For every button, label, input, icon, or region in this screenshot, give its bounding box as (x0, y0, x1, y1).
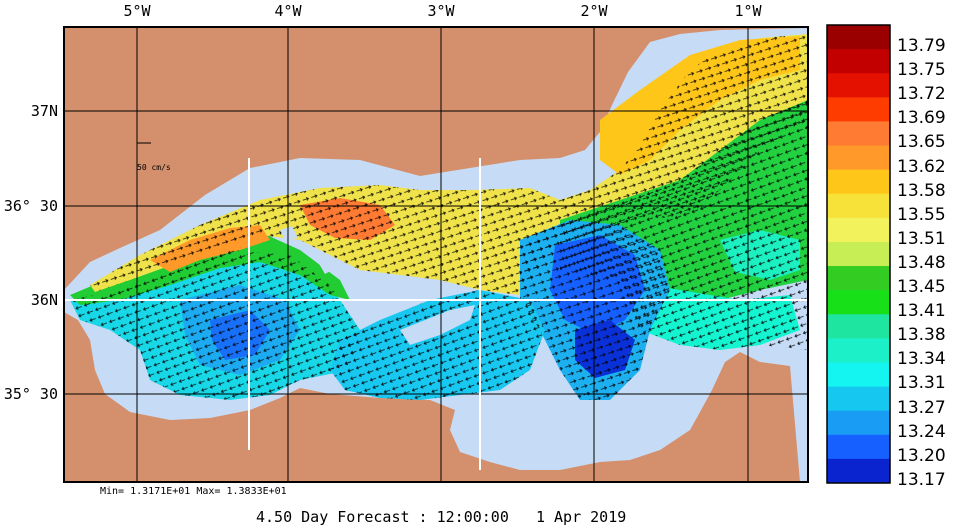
legend-value: 13.48 (897, 252, 946, 273)
left-axis: 37N 36° 30 36N 35° 30 (4, 102, 58, 403)
stats-line: Min= 1.3171E+01 Max= 1.3833E+01 (100, 486, 287, 497)
legend-swatch (827, 290, 890, 315)
legend-value: 13.69 (897, 108, 946, 129)
legend-value: 13.62 (897, 156, 946, 177)
legend-swatch (827, 169, 890, 195)
top-tick-label: 2°W (580, 2, 608, 20)
legend-value: 13.41 (897, 301, 946, 322)
legend-swatch (827, 217, 890, 243)
legend-value: 13.34 (897, 349, 946, 370)
island (400, 305, 475, 345)
legend-swatch (827, 25, 890, 50)
legend-value: 13.75 (897, 60, 946, 81)
section-lines (64, 158, 808, 470)
forecast-date: 1 Apr 2019 (535, 508, 627, 526)
legend-frame (826, 24, 891, 484)
legend-swatch (827, 434, 890, 460)
max-value: 1.3833E+01 (226, 486, 287, 497)
legend-value: 13.55 (897, 204, 946, 225)
top-tick-label: 5°W (123, 2, 151, 20)
legend-swatch (827, 386, 890, 412)
legend-colorbar (827, 25, 890, 484)
legend-value: 13.65 (897, 132, 946, 153)
legend-swatch (827, 338, 890, 363)
legend-value: 13.51 (897, 228, 946, 249)
current-vectors (70, 34, 808, 400)
legend-swatch (827, 362, 890, 388)
left-tick-label: 36N (31, 291, 58, 309)
legend-swatch (827, 266, 890, 291)
legend-swatch (827, 73, 890, 98)
min-value: 1.3171E+01 (130, 486, 191, 497)
map-area: 50 cm/s (64, 27, 808, 482)
legend-value: 13.58 (897, 180, 946, 201)
legend-value: 13.27 (897, 397, 946, 418)
legend-value: 13.79 (897, 36, 946, 56)
legend-swatch (827, 193, 890, 219)
map-frame (63, 26, 809, 483)
top-tick-label: 1°W (734, 2, 762, 20)
legend-swatch (827, 410, 890, 436)
forecast-caption: 4.50 Day Forecast : 12:00:00 1 Apr 2019 (256, 508, 626, 526)
legend-swatch (827, 145, 890, 171)
legend-value: 13.45 (897, 277, 946, 298)
left-tick-label: 37N (31, 102, 58, 120)
island-small (318, 258, 336, 274)
top-tick-label: 3°W (427, 2, 455, 20)
min-label: Min= (100, 486, 125, 497)
left-tick-label: 35° 30 (4, 385, 58, 403)
legend-value: 13.38 (897, 325, 946, 346)
legend-swatch (827, 121, 890, 147)
legend-value: 13.24 (897, 421, 946, 442)
legend-swatch (827, 314, 890, 339)
scale-label: 50 cm/s (137, 163, 171, 172)
top-tick-label: 4°W (274, 2, 302, 20)
island-small-2 (280, 226, 298, 240)
legend-swatch (827, 458, 890, 484)
top-axis: 5°W 4°W 3°W 2°W 1°W (123, 2, 762, 20)
legend-value: 13.31 (897, 373, 946, 394)
legend-swatch (827, 241, 890, 267)
legend-value: 13.17 (897, 469, 946, 490)
forecast-text: 4.50 Day Forecast : 12:00:00 (256, 508, 509, 526)
left-tick-label: 36° 30 (4, 197, 58, 215)
legend-value: 13.72 (897, 84, 946, 105)
legend-value: 13.20 (897, 445, 946, 466)
legend-swatch (827, 49, 890, 74)
max-label: Max= (196, 486, 221, 497)
legend-swatch (827, 97, 890, 122)
